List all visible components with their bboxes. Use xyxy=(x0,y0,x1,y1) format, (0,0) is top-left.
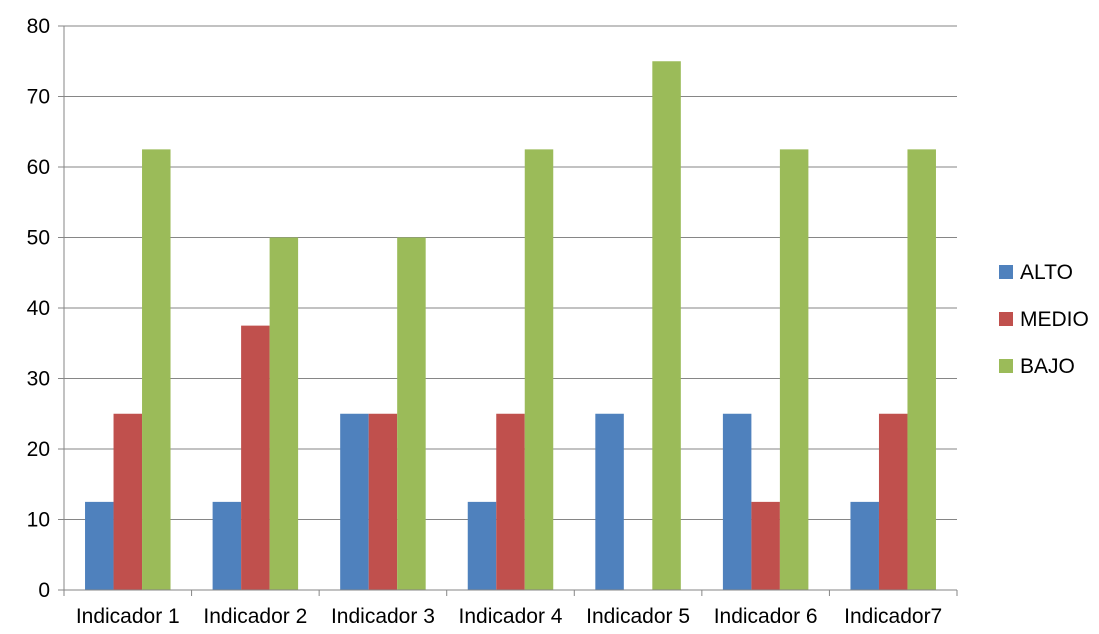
legend-label: ALTO xyxy=(1020,261,1073,284)
x-tick-label: Indicador 1 xyxy=(76,605,180,628)
x-tick-label: Indicador 6 xyxy=(714,605,818,628)
y-tick-label: 30 xyxy=(27,368,50,391)
x-tick-label: Indicador 3 xyxy=(331,605,435,628)
gridlines xyxy=(64,25,957,520)
legend-item-bajo: BAJO xyxy=(999,355,1075,378)
y-tick-label: 50 xyxy=(27,227,50,250)
legend: ALTO MEDIO BAJO xyxy=(999,261,1089,378)
bar-alto-1 xyxy=(85,501,114,590)
bar-bajo-2 xyxy=(269,237,299,590)
x-tick-label: Indicador 5 xyxy=(586,605,690,628)
legend-swatch xyxy=(999,265,1013,279)
bars xyxy=(85,61,936,590)
bar-alto-4 xyxy=(467,501,497,590)
bar-medio-3 xyxy=(368,413,398,590)
x-tick-label: Indicador 2 xyxy=(203,605,307,628)
legend-item-alto: ALTO xyxy=(999,261,1073,284)
legend-swatch xyxy=(999,359,1013,373)
bar-alto-2 xyxy=(212,501,242,590)
bar-medio-4 xyxy=(496,413,525,590)
bar-bajo-3 xyxy=(397,237,426,590)
bar-bajo-4 xyxy=(524,149,554,590)
legend-label: BAJO xyxy=(1020,355,1075,378)
legend-swatch xyxy=(999,312,1013,326)
y-tick-label: 60 xyxy=(27,156,50,179)
y-tick-label: 80 xyxy=(27,15,50,38)
x-axis-tick-labels: Indicador 1 Indicador 2 Indicador 3 Indicad… xyxy=(76,605,942,628)
bar-medio-6 xyxy=(751,501,780,590)
bar-bajo-6 xyxy=(779,149,809,590)
axes xyxy=(58,25,958,596)
y-axis-tick-labels: 0 10 20 30 40 50 60 70 80 xyxy=(27,15,50,602)
bar-medio-2 xyxy=(241,325,270,590)
y-tick-label: 0 xyxy=(38,579,50,602)
legend-label: MEDIO xyxy=(1020,308,1089,331)
bar-alto-6 xyxy=(722,413,752,590)
legend-item-medio: MEDIO xyxy=(999,308,1089,331)
x-tick-label: Indicador7 xyxy=(844,605,942,628)
y-tick-label: 70 xyxy=(27,86,50,109)
bar-medio-1 xyxy=(113,413,143,590)
bar-bajo-5 xyxy=(652,61,681,590)
x-tick-label: Indicador 4 xyxy=(459,605,563,628)
bar-alto-7 xyxy=(850,501,879,590)
y-tick-label: 10 xyxy=(27,509,50,532)
y-tick-label: 40 xyxy=(27,297,50,320)
bar-bajo-1 xyxy=(142,149,171,590)
bar-medio-7 xyxy=(878,413,908,590)
bar-bajo-7 xyxy=(907,149,936,590)
y-tick-label: 20 xyxy=(27,438,50,461)
bar-alto-3 xyxy=(340,413,369,590)
bar-alto-5 xyxy=(595,413,624,590)
